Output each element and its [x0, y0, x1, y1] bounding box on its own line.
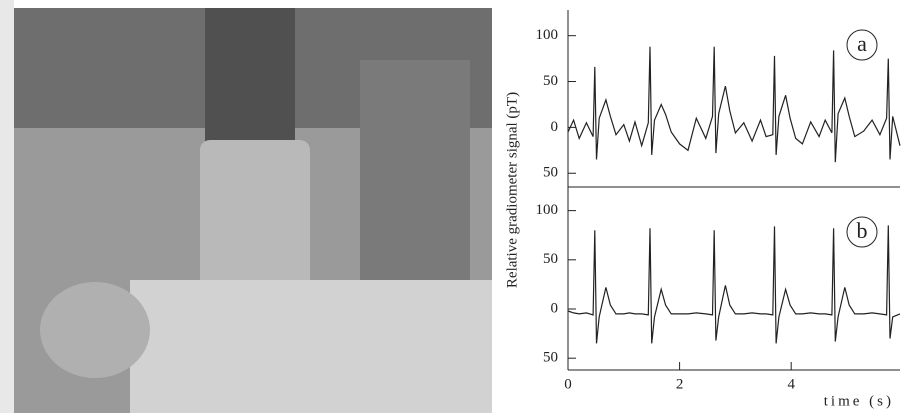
- y-axis-label: Relative gradiometer signal (pT): [504, 92, 520, 288]
- y-tick-label: 0: [551, 119, 559, 135]
- figure: a b Relative gradiometer signal (pT) tim…: [0, 0, 901, 413]
- photo-cylinder: [200, 140, 310, 300]
- x-tick-label: 4: [787, 376, 795, 392]
- y-tick-label: 50: [543, 73, 558, 89]
- photo-head: [40, 282, 150, 378]
- photo-edge: [0, 0, 14, 413]
- y-tick-label: 0: [551, 300, 559, 316]
- panel-label: a: [857, 31, 867, 56]
- x-axis-label: time (s): [824, 393, 894, 409]
- photo-wall: [360, 60, 470, 290]
- photo-device: [205, 8, 295, 158]
- photo: [0, 0, 492, 413]
- signal-line: [568, 225, 900, 343]
- y-tick-label: 50: [543, 251, 558, 267]
- panel-label: b: [857, 218, 868, 243]
- y-tick-label: 100: [536, 27, 559, 43]
- page: a b Relative gradiometer signal (pT) tim…: [0, 0, 901, 413]
- photo-blanket: [130, 280, 492, 413]
- signal-line: [568, 47, 900, 163]
- x-tick-label: 0: [564, 376, 572, 392]
- y-tick-label: 50: [543, 165, 558, 181]
- y-tick-label: 100: [536, 202, 559, 218]
- y-tick-label: 50: [543, 350, 558, 366]
- x-tick-label: 2: [676, 376, 684, 392]
